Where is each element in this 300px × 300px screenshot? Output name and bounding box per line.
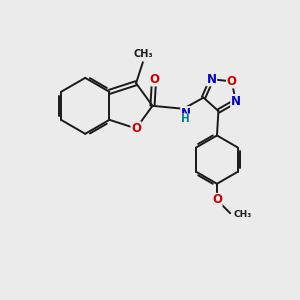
Text: H: H <box>182 114 190 124</box>
Text: O: O <box>131 122 141 135</box>
Text: N: N <box>181 107 191 120</box>
Text: CH₃: CH₃ <box>233 210 251 219</box>
Text: O: O <box>149 73 159 86</box>
Text: O: O <box>212 194 222 206</box>
Text: N: N <box>231 94 241 107</box>
Text: CH₃: CH₃ <box>133 49 153 59</box>
Text: N: N <box>207 73 217 86</box>
Text: O: O <box>226 75 237 88</box>
